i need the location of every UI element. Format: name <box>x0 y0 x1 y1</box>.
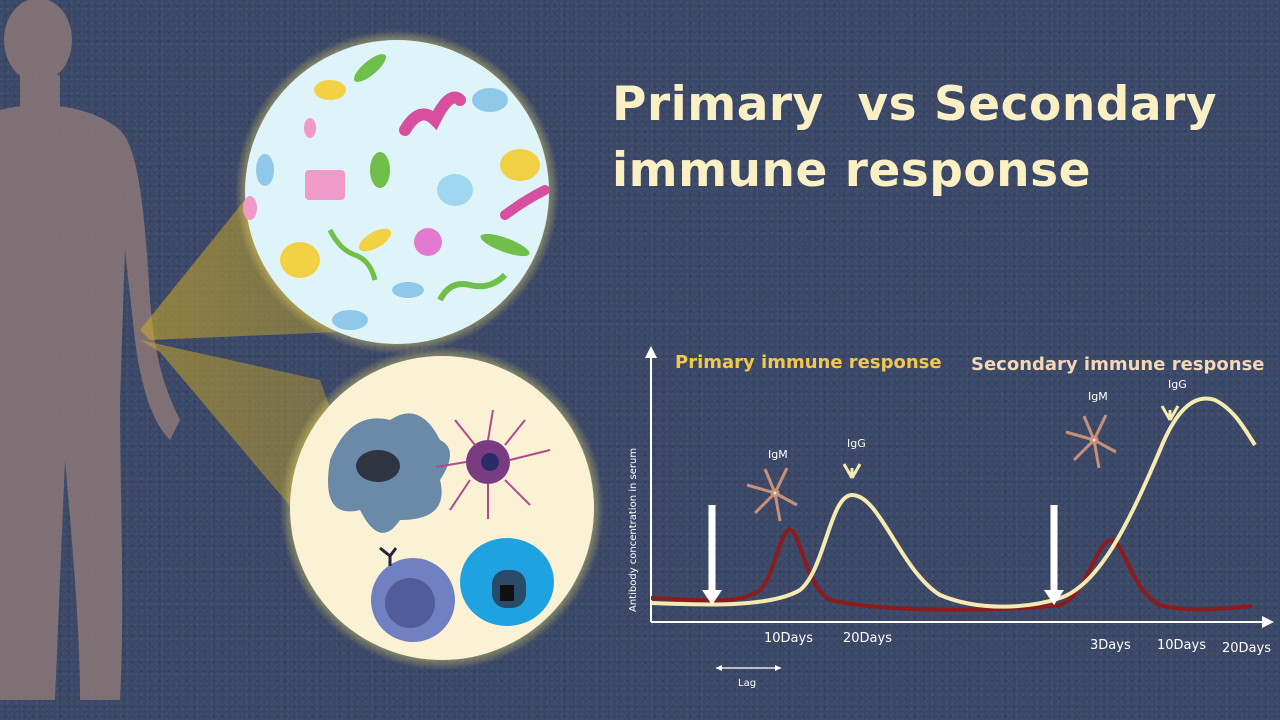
primary-heading: Primary immune response <box>675 352 942 373</box>
x-tick-label: 20Days <box>843 631 892 646</box>
x-tick-label: 20Days <box>1222 641 1271 656</box>
neuron-like-cell-icon <box>435 409 551 519</box>
secondary-heading: Secondary immune response <box>971 354 1265 375</box>
human-silhouette <box>0 0 180 701</box>
y-axis-label: Antibody concentration in serum <box>628 448 639 612</box>
dendritic-cell-icon <box>328 413 450 533</box>
b-cell-icon <box>371 546 455 642</box>
igm-label: IgM <box>768 448 788 461</box>
chart-axes <box>645 346 1274 628</box>
igm-curve <box>650 527 1253 612</box>
x-tick-label: 10Days <box>1157 638 1206 653</box>
bacteria-icon <box>243 54 550 330</box>
igg-curve <box>650 396 1257 609</box>
plasma-cell-icon <box>460 538 554 626</box>
igg-label: IgG <box>847 437 866 450</box>
igg-antibody-icon <box>1160 405 1180 421</box>
igm-label: IgM <box>1088 390 1108 403</box>
antigen-arrow-icon <box>702 505 722 605</box>
immune-cells-circle <box>280 346 604 670</box>
zoom-beam-bottom <box>140 340 420 660</box>
igg-label: IgG <box>1168 378 1187 391</box>
title-line-2: immune response <box>612 143 1091 198</box>
microbes-circle <box>235 30 559 354</box>
page-title: Primary vs Secondary immune response <box>612 72 1272 204</box>
igm-pentamer-icon <box>1065 414 1117 469</box>
igg-antibody-icon <box>842 463 862 479</box>
title-line-1: Primary vs Secondary <box>612 77 1217 132</box>
antigen-arrow-icon <box>1044 505 1064 605</box>
igm-pentamer-icon <box>746 467 798 522</box>
lag-label: Lag <box>738 678 756 689</box>
x-tick-label: 10Days <box>764 631 813 646</box>
lag-arrow <box>716 665 781 671</box>
x-tick-label: 3Days <box>1090 638 1131 653</box>
